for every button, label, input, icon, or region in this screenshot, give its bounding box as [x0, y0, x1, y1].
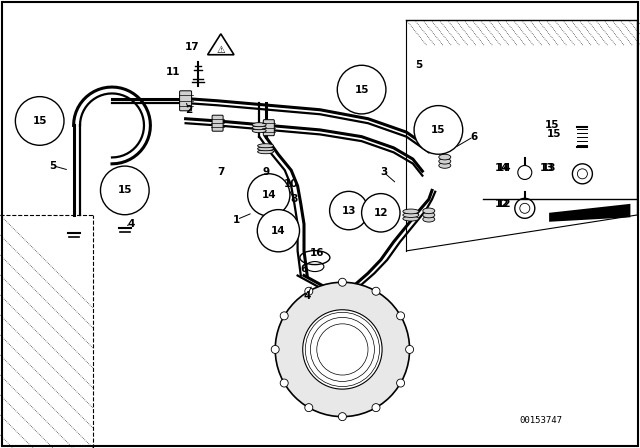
Text: 12: 12 [497, 199, 511, 209]
Circle shape [397, 379, 404, 387]
Circle shape [303, 310, 382, 389]
Circle shape [305, 287, 313, 295]
Circle shape [248, 174, 290, 216]
Circle shape [280, 312, 288, 320]
FancyBboxPatch shape [180, 91, 191, 111]
Ellipse shape [423, 208, 435, 214]
Text: 16: 16 [310, 248, 324, 258]
Text: 3: 3 [380, 168, 388, 177]
Text: ⚠: ⚠ [216, 45, 225, 55]
Circle shape [280, 379, 288, 387]
Circle shape [15, 97, 64, 145]
Circle shape [339, 278, 346, 286]
Text: 15: 15 [431, 125, 445, 135]
Ellipse shape [252, 129, 266, 133]
Text: 15: 15 [545, 121, 559, 130]
Text: 15: 15 [33, 116, 47, 126]
Text: 11: 11 [166, 67, 180, 77]
Ellipse shape [423, 216, 435, 222]
Text: 15: 15 [118, 185, 132, 195]
Text: 4: 4 [303, 291, 311, 301]
Ellipse shape [439, 163, 451, 168]
Text: 6: 6 [470, 132, 477, 142]
Circle shape [362, 194, 400, 232]
Ellipse shape [428, 131, 442, 136]
Circle shape [406, 345, 413, 353]
Text: 00153747: 00153747 [519, 416, 563, 425]
Text: 14: 14 [497, 163, 511, 173]
Circle shape [397, 312, 404, 320]
Text: 13: 13 [540, 163, 554, 173]
Circle shape [337, 65, 386, 114]
Text: 14: 14 [271, 226, 285, 236]
Ellipse shape [428, 124, 442, 129]
Text: 14: 14 [495, 163, 509, 173]
Circle shape [257, 210, 300, 252]
Circle shape [372, 287, 380, 295]
Circle shape [414, 106, 463, 154]
Text: 12: 12 [495, 199, 509, 209]
Ellipse shape [257, 144, 274, 148]
Text: 10: 10 [284, 179, 298, 189]
Circle shape [271, 345, 279, 353]
Ellipse shape [403, 213, 419, 217]
Ellipse shape [257, 147, 274, 151]
Text: 5: 5 [415, 60, 423, 70]
Circle shape [305, 404, 313, 412]
Text: 14: 14 [262, 190, 276, 200]
Ellipse shape [439, 154, 451, 160]
Ellipse shape [257, 150, 274, 154]
Circle shape [339, 413, 346, 421]
Text: 17: 17 [185, 42, 199, 52]
Ellipse shape [403, 216, 419, 221]
Polygon shape [549, 204, 630, 222]
Ellipse shape [423, 212, 435, 218]
FancyBboxPatch shape [263, 120, 275, 136]
Ellipse shape [439, 159, 451, 164]
Ellipse shape [428, 128, 442, 132]
Text: 6: 6 [300, 264, 308, 274]
Circle shape [100, 166, 149, 215]
Circle shape [275, 282, 410, 417]
Text: 1: 1 [233, 215, 241, 224]
Ellipse shape [252, 123, 266, 127]
Text: 7: 7 [217, 168, 225, 177]
Text: 13: 13 [542, 163, 556, 173]
Text: 13: 13 [342, 206, 356, 215]
Text: 5: 5 [49, 161, 57, 171]
Ellipse shape [403, 209, 419, 214]
Text: 8: 8 [291, 194, 298, 204]
Text: 12: 12 [374, 208, 388, 218]
Text: 15: 15 [547, 129, 561, 139]
Circle shape [372, 404, 380, 412]
FancyBboxPatch shape [212, 115, 223, 131]
Text: 15: 15 [355, 85, 369, 95]
Ellipse shape [252, 126, 266, 129]
Text: 9: 9 [262, 168, 269, 177]
Text: 4: 4 [127, 219, 135, 229]
Circle shape [330, 191, 368, 230]
Text: 2: 2 [185, 105, 193, 115]
